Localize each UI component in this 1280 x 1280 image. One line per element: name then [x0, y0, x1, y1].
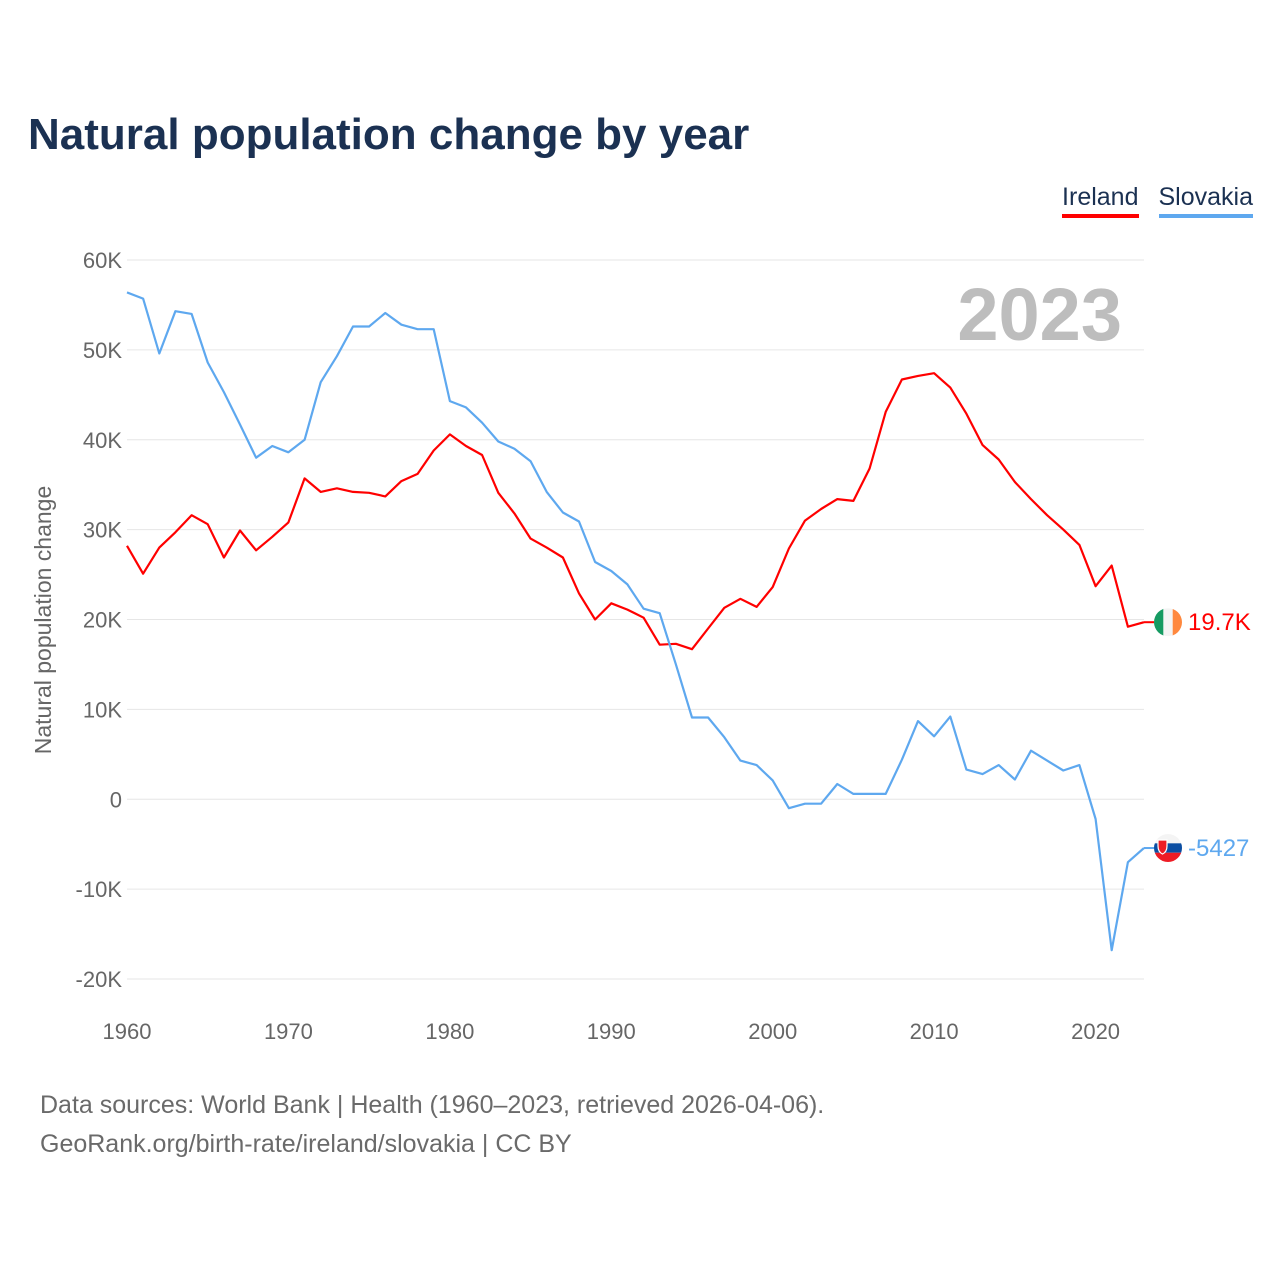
x-tick-label: 2020	[1071, 1019, 1120, 1044]
x-tick-label: 1960	[103, 1019, 152, 1044]
legend-slovakia[interactable]: Slovakia	[1158, 183, 1253, 218]
x-tick-label: 1990	[587, 1019, 636, 1044]
legend-ireland[interactable]: Ireland	[1062, 183, 1139, 218]
end-value-label: 19.7K	[1188, 609, 1251, 636]
footer: Data sources: World Bank | Health (1960–…	[40, 1086, 824, 1164]
attribution-link[interactable]: GeoRank.org/birth-rate/ireland/slovakia …	[40, 1130, 572, 1158]
y-tick-label: 0	[110, 787, 122, 812]
y-axis-label: Natural population change	[30, 486, 56, 755]
y-tick-label: 30K	[83, 518, 122, 543]
series-line-slovakia[interactable]	[126, 291, 1145, 952]
x-tick-label: 1980	[425, 1019, 474, 1044]
year-annotation: 2023	[957, 273, 1122, 356]
x-tick-label: 2000	[748, 1019, 797, 1044]
chart-title: Natural population change by year	[28, 110, 750, 159]
end-value-label: -5427	[1188, 835, 1249, 862]
y-tick-label: 20K	[83, 608, 122, 633]
y-tick-label: 40K	[83, 428, 122, 453]
y-tick-label: -10K	[76, 877, 123, 902]
series-line-ireland[interactable]	[126, 372, 1145, 651]
x-tick-label: 1970	[264, 1019, 313, 1044]
y-tick-label: 50K	[83, 338, 122, 363]
y-tick-label: 60K	[83, 248, 122, 273]
y-tick-label: 10K	[83, 697, 122, 722]
x-tick-label: 2010	[910, 1019, 959, 1044]
slovakia-flag-icon	[1154, 834, 1182, 863]
y-tick-label: -20K	[76, 967, 123, 992]
legend: Ireland Slovakia	[1062, 183, 1253, 218]
ireland-flag-icon	[1154, 608, 1182, 637]
data-source-text: Data sources: World Bank | Health (1960–…	[40, 1091, 825, 1119]
